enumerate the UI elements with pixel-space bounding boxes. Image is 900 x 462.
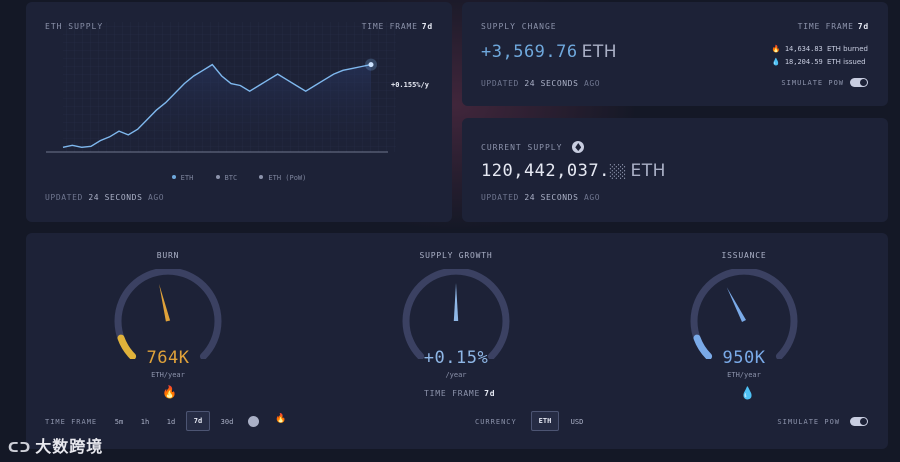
burn-title: BURN — [156, 251, 180, 260]
issuance-value: 950K — [722, 348, 766, 368]
current-supply-card: CURRENT SUPPLY 120,442,037.░░ ETH UPDATED… — [462, 118, 888, 222]
supply-growth-title: SUPPLY GROWTH — [419, 251, 493, 260]
issuance-unit: ETH/year — [727, 371, 761, 379]
burn-unit: ETH/year — [151, 371, 185, 379]
gauge-track — [690, 269, 798, 359]
fire-icon[interactable]: 🔥 — [275, 414, 287, 424]
chart-legend: ETH BTC ETH (PoW) — [26, 174, 452, 182]
current-supply-value: 120,442,037.░░ ETH — [481, 161, 666, 181]
supply-change-value: +3,569.76 ETH — [481, 42, 618, 62]
legend-btc[interactable]: BTC — [215, 174, 237, 182]
current-supply-title: CURRENT SUPPLY — [481, 141, 585, 153]
series-area-eth — [63, 64, 371, 152]
supply-change-card: SUPPLY CHANGE TIME FRAME 7d +3,569.76 ETH … — [462, 2, 888, 106]
updated-text: UPDATED 24 SECONDS AGO — [481, 193, 601, 202]
gauge-track — [114, 269, 222, 359]
series-endpoint — [368, 62, 374, 68]
gauge-fill — [117, 334, 137, 359]
gauge-needle — [159, 284, 171, 322]
series-line-eth — [62, 63, 372, 149]
supply-line-chart — [46, 22, 396, 153]
simulate-pow-toggle[interactable] — [850, 78, 868, 87]
gauge-needle — [453, 283, 459, 321]
droplet-icon: 💧 — [771, 58, 781, 66]
supply-growth-gauge — [402, 269, 510, 359]
currency-label: CURRENCY — [475, 418, 517, 426]
burn-gauge — [114, 269, 222, 359]
issuance-title: ISSUANCE — [721, 251, 767, 260]
growth-rate-label: +0.155%/y — [391, 81, 429, 89]
simulate-pow-label: SIMULATE PoW — [781, 79, 844, 87]
time-frame-1h[interactable]: 1h — [140, 418, 150, 426]
eth-coin-icon — [572, 141, 585, 153]
legend-eth[interactable]: ETH — [171, 174, 193, 182]
updated-text: UPDATED 24 SECONDS AGO — [45, 193, 165, 202]
fire-icon: 🔥 — [771, 45, 781, 53]
supply-change-title: SUPPLY CHANGE — [481, 22, 557, 31]
burn-value: 764K — [146, 348, 190, 368]
gauge-fill — [405, 334, 425, 359]
currency-eth[interactable]: ETH — [531, 411, 559, 431]
gauge-track — [402, 269, 510, 359]
legend-eth-pow[interactable]: ETH (PoW) — [259, 174, 306, 182]
burn-issue-breakdown: 🔥 14,634.83 ETH burned 💧 18,204.59 ETH i… — [771, 45, 868, 66]
time-frame-1d[interactable]: 1d — [166, 418, 176, 426]
supply-growth-value: +0.15% — [423, 348, 489, 368]
simulate-pow-label: SIMULATE PoW — [777, 418, 840, 426]
time-frame-value: 7d — [421, 22, 433, 31]
gauge-fill — [693, 334, 713, 359]
watermark-emblem-icon: ᑕᑐ — [8, 441, 32, 456]
gauge-time-frame: TIME FRAME 7d — [424, 389, 496, 398]
time-frame-5m[interactable]: 5m — [114, 418, 124, 426]
merge-icon[interactable] — [248, 416, 259, 427]
supply-growth-unit: /year — [445, 371, 467, 379]
time-frame-7d[interactable]: 7d — [186, 411, 210, 431]
time-frame-30d[interactable]: 30d — [220, 418, 234, 426]
issuance-gauge — [690, 269, 798, 359]
simulate-pow-toggle[interactable] — [850, 417, 868, 426]
droplet-icon: 💧 — [740, 386, 755, 400]
fire-icon: 🔥 — [162, 385, 177, 399]
gauge-needle — [726, 287, 746, 322]
time-frame-label: TIME FRAME — [45, 418, 98, 426]
currency-usd[interactable]: USD — [570, 418, 584, 426]
gauges-card: BURN 764K ETH/year 🔥 SUPPLY GROWTH +0.15… — [26, 233, 888, 449]
updated-text: UPDATED 24 SECONDS AGO — [481, 79, 601, 88]
watermark-logo: ᑕᑐ 大数跨境 — [8, 437, 104, 456]
